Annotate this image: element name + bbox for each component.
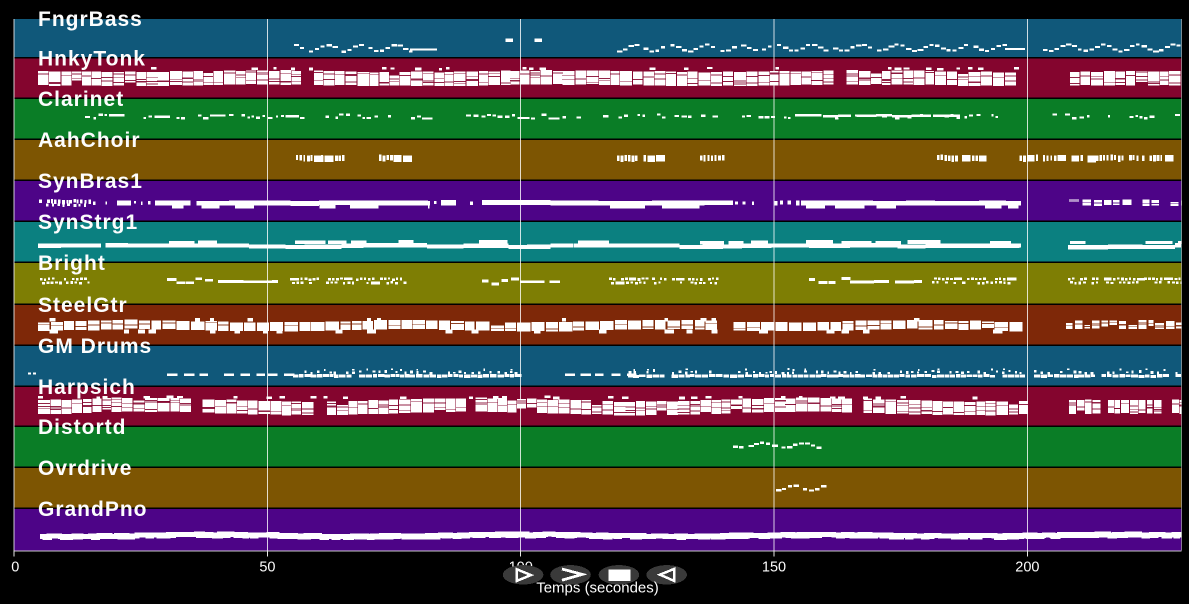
svg-text:SynBras1: SynBras1 — [38, 170, 143, 193]
svg-text:Temps (secondes): Temps (secondes) — [536, 579, 659, 596]
svg-text:HnkyTonk: HnkyTonk — [38, 48, 146, 71]
svg-text:0: 0 — [11, 560, 19, 576]
svg-text:Harpsich: Harpsich — [38, 376, 136, 399]
svg-text:SteelGtr: SteelGtr — [38, 294, 128, 317]
svg-text:GM Drums: GM Drums — [38, 335, 152, 358]
svg-text:SynStrg1: SynStrg1 — [38, 211, 138, 234]
svg-text:50: 50 — [259, 560, 275, 576]
svg-text:200: 200 — [1015, 560, 1039, 576]
svg-text:AahChoir: AahChoir — [38, 129, 141, 152]
svg-text:GrandPno: GrandPno — [38, 498, 148, 521]
svg-text:Distortd: Distortd — [38, 416, 127, 439]
svg-text:Ovrdrive: Ovrdrive — [38, 457, 132, 480]
svg-text:Bright: Bright — [38, 252, 106, 275]
svg-text:150: 150 — [762, 560, 786, 576]
svg-text:FngrBass: FngrBass — [38, 8, 143, 31]
svg-text:Clarinet: Clarinet — [38, 88, 124, 111]
